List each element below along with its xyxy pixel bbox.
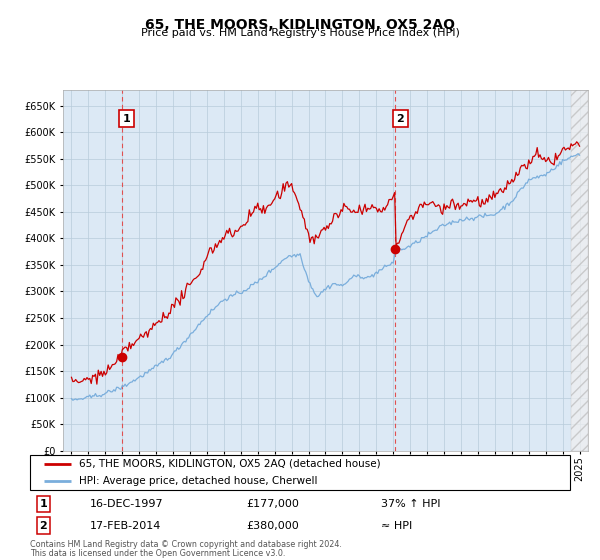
- Text: 17-FEB-2014: 17-FEB-2014: [89, 521, 161, 530]
- Text: 37% ↑ HPI: 37% ↑ HPI: [381, 499, 440, 508]
- Text: £380,000: £380,000: [246, 521, 299, 530]
- Text: 65, THE MOORS, KIDLINGTON, OX5 2AQ: 65, THE MOORS, KIDLINGTON, OX5 2AQ: [145, 18, 455, 32]
- FancyBboxPatch shape: [30, 455, 570, 490]
- Text: 1: 1: [40, 499, 47, 508]
- Text: £177,000: £177,000: [246, 499, 299, 508]
- Text: 65, THE MOORS, KIDLINGTON, OX5 2AQ (detached house): 65, THE MOORS, KIDLINGTON, OX5 2AQ (deta…: [79, 459, 380, 469]
- Text: 1: 1: [123, 114, 131, 124]
- Text: Contains HM Land Registry data © Crown copyright and database right 2024.: Contains HM Land Registry data © Crown c…: [30, 540, 342, 549]
- Text: ≈ HPI: ≈ HPI: [381, 521, 412, 530]
- Text: 2: 2: [40, 521, 47, 530]
- Text: 2: 2: [397, 114, 404, 124]
- Text: 16-DEC-1997: 16-DEC-1997: [89, 499, 163, 508]
- Text: Price paid vs. HM Land Registry's House Price Index (HPI): Price paid vs. HM Land Registry's House …: [140, 28, 460, 38]
- Text: This data is licensed under the Open Government Licence v3.0.: This data is licensed under the Open Gov…: [30, 549, 286, 558]
- Bar: [571, 90, 588, 451]
- Text: HPI: Average price, detached house, Cherwell: HPI: Average price, detached house, Cher…: [79, 477, 317, 486]
